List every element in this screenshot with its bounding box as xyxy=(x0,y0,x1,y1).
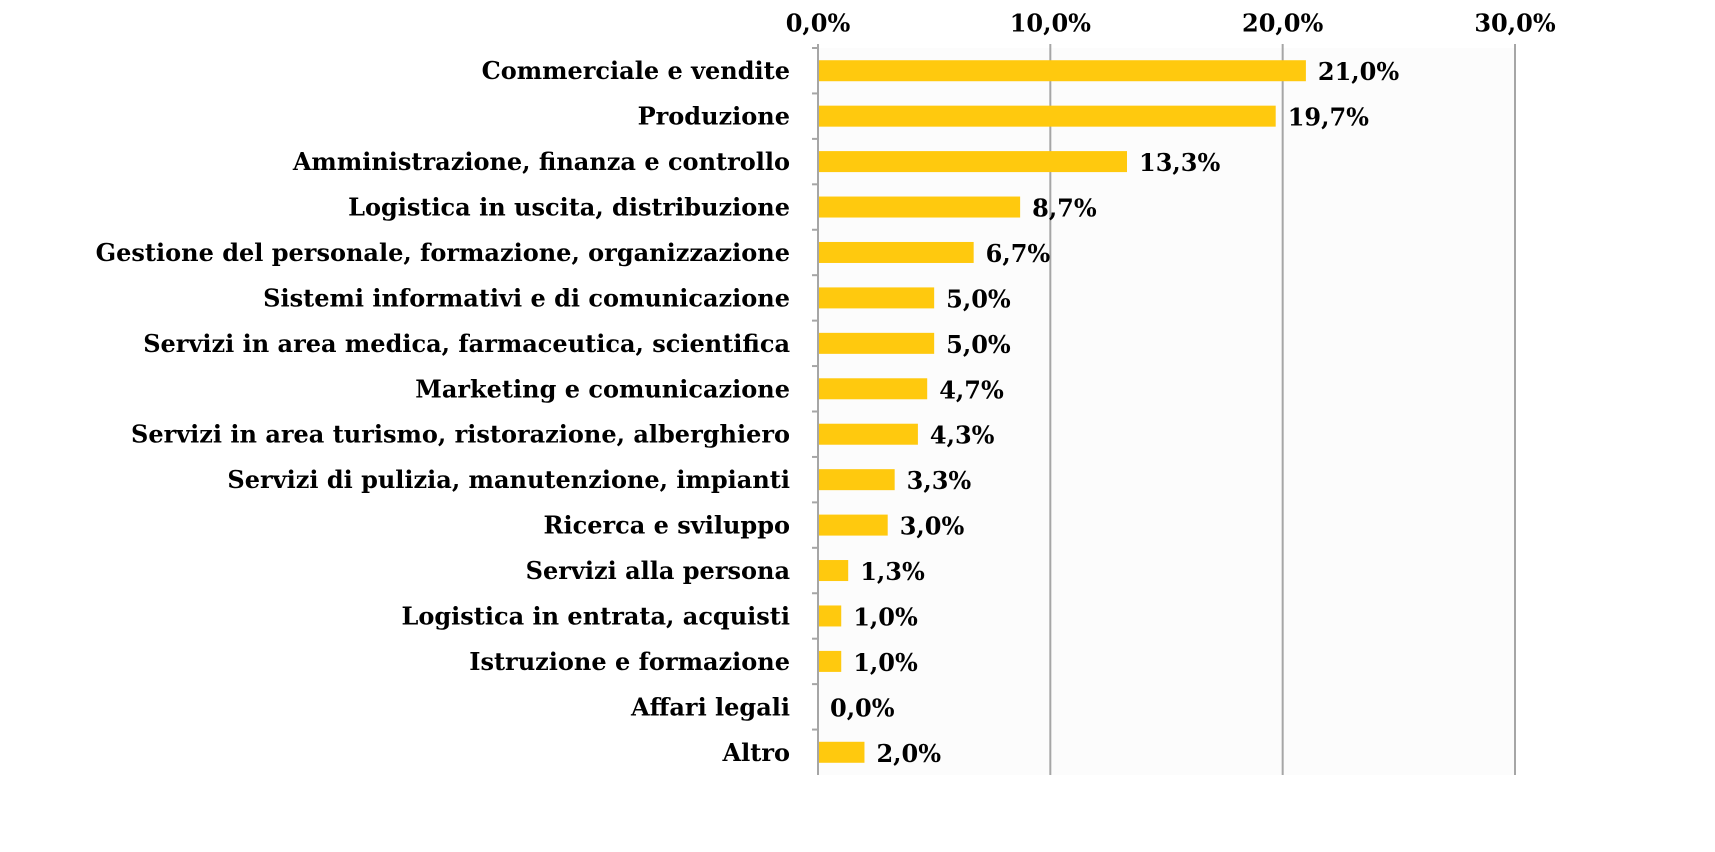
y-tick-label: Logistica in entrata, acquisti xyxy=(401,601,790,630)
bar xyxy=(818,605,842,627)
value-label: 8,7% xyxy=(1032,194,1097,223)
y-tick-label: Servizi di pulizia, manutenzione, impian… xyxy=(227,465,790,494)
value-label: 1,3% xyxy=(860,557,925,586)
value-label: 4,3% xyxy=(930,421,995,450)
bar xyxy=(818,423,918,445)
y-tick-label: Ricerca e sviluppo xyxy=(544,511,790,540)
y-tick-label: Altro xyxy=(722,738,790,767)
bar xyxy=(818,241,974,263)
value-label: 5,0% xyxy=(946,284,1011,313)
value-label: 1,0% xyxy=(853,648,918,677)
value-label: 0,0% xyxy=(830,693,895,722)
y-tick-label: Sistemi informativi e di comunicazione xyxy=(263,283,790,312)
x-tick-label: 20,0% xyxy=(1242,9,1323,38)
value-label: 21,0% xyxy=(1318,57,1399,86)
bar xyxy=(818,514,888,536)
y-tick-label: Affari legali xyxy=(630,692,790,721)
value-label: 3,0% xyxy=(900,512,965,541)
bar xyxy=(818,560,849,582)
bar xyxy=(818,378,928,400)
y-tick-label: Servizi in area turismo, ristorazione, a… xyxy=(131,420,790,449)
value-label: 1,0% xyxy=(853,602,918,631)
y-tick-label: Gestione del personale, formazione, orga… xyxy=(96,238,790,267)
y-tick-label: Marketing e comunicazione xyxy=(415,374,790,403)
bar xyxy=(818,151,1128,173)
value-label: 19,7% xyxy=(1288,103,1369,132)
value-label: 6,7% xyxy=(986,239,1051,268)
x-tick-label: 10,0% xyxy=(1010,9,1091,38)
bar xyxy=(818,650,842,672)
y-tick-label: Servizi alla persona xyxy=(526,556,790,585)
bar xyxy=(818,332,935,354)
bar xyxy=(818,741,865,763)
y-tick-label: Logistica in uscita, distribuzione xyxy=(348,193,790,222)
y-tick-label: Servizi in area medica, farmaceutica, sc… xyxy=(143,329,790,358)
bar xyxy=(818,105,1276,127)
value-label: 5,0% xyxy=(946,330,1011,359)
value-label: 3,3% xyxy=(907,466,972,495)
bar xyxy=(818,287,935,309)
y-tick-label: Amministrazione, finanza e controllo xyxy=(292,147,790,176)
y-tick-label: Istruzione e formazione xyxy=(469,647,790,676)
bar xyxy=(818,469,895,491)
y-tick-label: Produzione xyxy=(638,102,790,131)
x-tick-label: 0,0% xyxy=(786,9,851,38)
value-label: 4,7% xyxy=(939,375,1004,404)
x-tick-label: 30,0% xyxy=(1474,9,1555,38)
value-label: 2,0% xyxy=(876,739,941,768)
bar xyxy=(818,196,1021,218)
value-label: 13,3% xyxy=(1139,148,1220,177)
y-tick-label: Commerciale e vendite xyxy=(482,56,790,85)
bar xyxy=(818,60,1306,82)
